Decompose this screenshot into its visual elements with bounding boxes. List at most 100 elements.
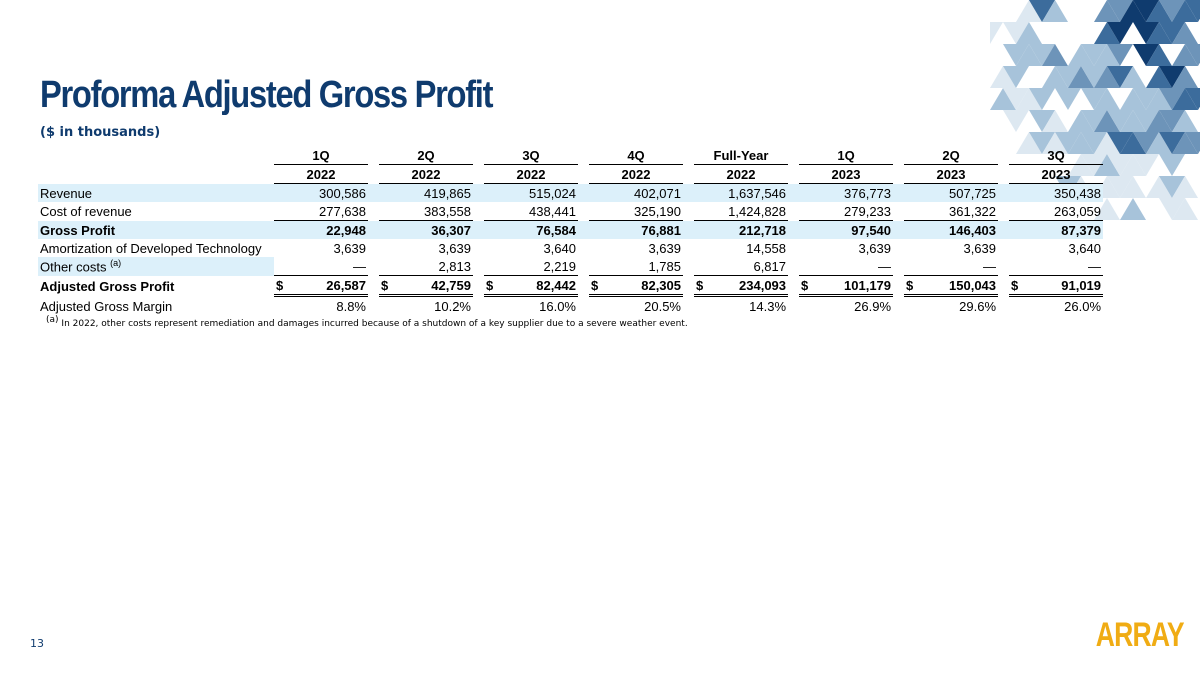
decor-triangle bbox=[1146, 176, 1172, 198]
table-cell: 8.8% bbox=[336, 298, 366, 314]
decor-triangle bbox=[1159, 22, 1185, 44]
table-cell: 76,584 bbox=[494, 221, 578, 239]
column-year: 2023 bbox=[904, 165, 999, 184]
decor-triangle bbox=[1016, 22, 1042, 44]
column-period: 1Q bbox=[274, 146, 368, 165]
decor-triangle bbox=[1094, 198, 1120, 220]
decor-triangle bbox=[1146, 44, 1172, 66]
table-cell: 3,640 bbox=[1068, 240, 1102, 256]
row-label-with-note: Other costs (a) bbox=[38, 257, 274, 276]
decor-triangle bbox=[1172, 176, 1198, 198]
column-year: 2022 bbox=[589, 165, 683, 184]
decor-triangle bbox=[1107, 132, 1133, 154]
table-cell: 263,059 bbox=[1019, 202, 1104, 221]
header-row-year: 2022 2022 2022 2022 2022 2023 2023 2023 bbox=[38, 165, 1104, 184]
table-cell: 42,759 bbox=[389, 276, 473, 297]
decor-triangle bbox=[1172, 44, 1198, 66]
decor-triangle bbox=[1159, 88, 1185, 110]
decor-triangle bbox=[1081, 88, 1107, 110]
column-period: 4Q bbox=[589, 146, 683, 165]
units-subtitle: ($ in thousands) bbox=[40, 125, 161, 140]
decor-triangle bbox=[1120, 0, 1146, 22]
decor-triangle bbox=[1094, 88, 1120, 110]
page-number: 13 bbox=[30, 637, 44, 650]
table-cell: 14.3% bbox=[749, 298, 787, 314]
row-label: Other costs bbox=[40, 259, 107, 275]
table-cell: 87,379 bbox=[1019, 221, 1104, 239]
array-logo: ARRAY bbox=[1096, 616, 1185, 654]
decor-triangle bbox=[1003, 66, 1029, 88]
table-cell: 350,438 bbox=[1019, 184, 1104, 202]
footnote-marker: (a) bbox=[110, 258, 122, 269]
currency-symbol: $ bbox=[274, 276, 284, 297]
decor-triangle bbox=[1159, 198, 1185, 220]
column-year: 2022 bbox=[484, 165, 578, 184]
decor-triangle bbox=[1016, 88, 1042, 110]
decor-triangle bbox=[1120, 198, 1146, 220]
decor-triangle bbox=[1107, 44, 1133, 66]
decor-triangle bbox=[1094, 110, 1120, 132]
column-year: 2023 bbox=[799, 165, 894, 184]
decor-triangle bbox=[1146, 0, 1172, 22]
table-cell: 515,024 bbox=[494, 184, 578, 202]
table-cell: 26.0% bbox=[1064, 298, 1102, 314]
decor-triangle bbox=[990, 22, 1003, 44]
table-cell: 234,093 bbox=[704, 276, 789, 297]
decor-triangle bbox=[1133, 44, 1159, 66]
decor-triangle bbox=[1185, 88, 1200, 110]
decor-triangle bbox=[1081, 110, 1107, 132]
decor-triangle bbox=[1107, 66, 1133, 88]
decor-triangle bbox=[1133, 154, 1159, 176]
table-cell: 1,637,546 bbox=[704, 184, 789, 202]
footnote: (a) In 2022, other costs represent remed… bbox=[46, 315, 688, 329]
decor-triangle bbox=[1068, 44, 1094, 66]
table-cell: 36,307 bbox=[389, 221, 473, 239]
table-cell: 279,233 bbox=[809, 202, 894, 221]
table-cell: 3,639 bbox=[858, 240, 892, 256]
table-cell: — bbox=[914, 257, 999, 276]
decor-triangle bbox=[990, 66, 1016, 88]
currency-symbol: $ bbox=[694, 276, 704, 297]
table-cell: 1,424,828 bbox=[704, 202, 789, 221]
currency-symbol: $ bbox=[379, 276, 389, 297]
table-cell: 10.2% bbox=[434, 298, 471, 314]
decor-triangle bbox=[1159, 0, 1185, 22]
row-label: Amortization of Developed Technology bbox=[40, 240, 262, 256]
decor-triangle bbox=[1003, 88, 1029, 110]
table-cell: 325,190 bbox=[599, 202, 683, 221]
currency-symbol: $ bbox=[484, 276, 494, 297]
triangle-pattern-decoration bbox=[990, 0, 1200, 220]
decor-triangle bbox=[1094, 0, 1120, 22]
decor-triangle bbox=[1133, 0, 1159, 22]
column-period: 3Q bbox=[1009, 146, 1104, 165]
decor-triangle bbox=[1081, 154, 1107, 176]
header-row-period: 1Q 2Q 3Q 4Q Full-Year 1Q 2Q 3Q bbox=[38, 146, 1104, 165]
decor-triangle bbox=[1094, 132, 1120, 154]
page-title: Proforma Adjusted Gross Profit bbox=[40, 74, 493, 116]
column-year: 2022 bbox=[379, 165, 473, 184]
decor-triangle bbox=[1068, 66, 1094, 88]
decor-triangle bbox=[1068, 132, 1094, 154]
decor-triangle bbox=[1029, 0, 1055, 22]
currency-symbol: $ bbox=[589, 276, 599, 297]
table-cell: 150,043 bbox=[914, 276, 999, 297]
decor-triangle bbox=[1133, 132, 1159, 154]
decor-triangle bbox=[1146, 132, 1172, 154]
decor-triangle bbox=[1172, 22, 1198, 44]
table-row-other-costs: Other costs (a) — 2,813 2,219 1,785 6,81… bbox=[38, 257, 1104, 276]
decor-triangle bbox=[1042, 66, 1068, 88]
table-cell: 300,586 bbox=[284, 184, 368, 202]
table-cell: 361,322 bbox=[914, 202, 999, 221]
table-cell: 3,639 bbox=[648, 240, 681, 256]
table-cell: 97,540 bbox=[809, 221, 894, 239]
decor-triangle bbox=[1146, 66, 1172, 88]
decor-triangle bbox=[1029, 110, 1055, 132]
decor-triangle bbox=[1185, 44, 1200, 66]
decor-triangle bbox=[1068, 110, 1094, 132]
table-row-amortization: Amortization of Developed Technology 3,6… bbox=[38, 239, 1103, 257]
column-period: 2Q bbox=[904, 146, 999, 165]
decor-triangle bbox=[1094, 44, 1120, 66]
table-cell: 82,305 bbox=[599, 276, 683, 297]
table-cell: 277,638 bbox=[284, 202, 368, 221]
table-cell: — bbox=[809, 257, 894, 276]
